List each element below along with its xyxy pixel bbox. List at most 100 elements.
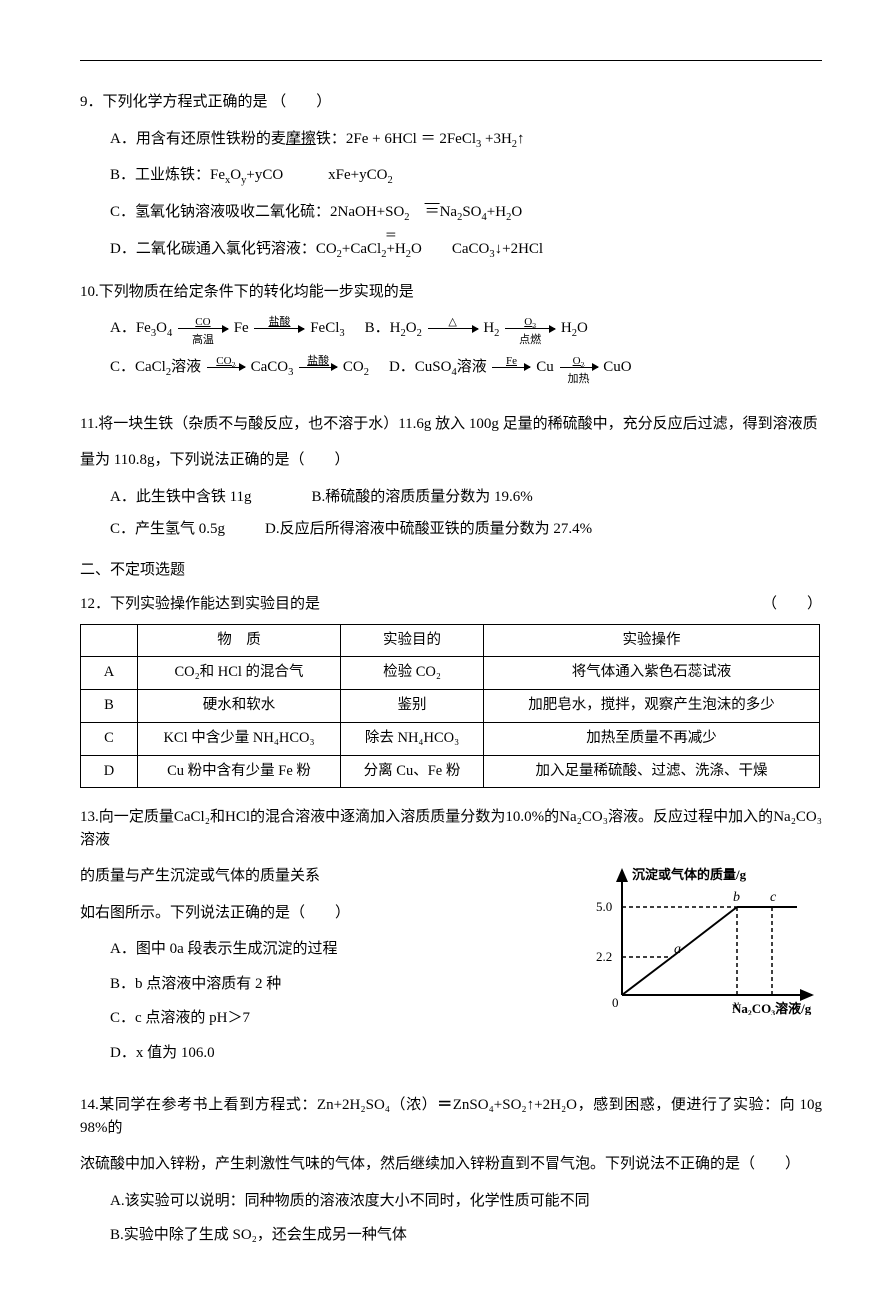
question-12: 12．下列实验操作能达到实验目的是 （ ） 物 质 实验目的 实验操作 ACO₂… bbox=[80, 593, 822, 788]
q9-a-tail: +3H bbox=[481, 131, 512, 147]
q10-b-fire: 点燃 bbox=[505, 332, 555, 349]
q10-b-5: O bbox=[577, 320, 588, 336]
q9-option-a: A．用含有还原性铁粉的麦摩擦铁：2Fe + 6HCl ＝ 2FeCl3 +3H2… bbox=[110, 128, 822, 153]
q10-b-o2: O2 bbox=[505, 314, 555, 332]
q9-a-underline: 摩擦 bbox=[286, 131, 316, 147]
c-c2: 除去 NH₄HCO₃ bbox=[341, 722, 484, 755]
xlabel: Na₂CO₃溶液/g bbox=[732, 1001, 812, 1015]
q12-table: 物 质 实验目的 实验操作 ACO₂和 HCl 的混合气检验 CO₂将气体通入紫… bbox=[80, 624, 820, 789]
exam-page: 9．下列化学方程式正确的是 （ ） A．用含有还原性铁粉的麦摩擦铁：2Fe + … bbox=[0, 0, 892, 1305]
q9-c-tail4: O bbox=[511, 204, 522, 220]
q13-line2: 的质量与产生沉淀或气体的质量关系 bbox=[80, 865, 564, 888]
arrow-icon: △ bbox=[428, 328, 478, 329]
pt-b: b bbox=[733, 890, 740, 905]
question-9: 9．下列化学方程式正确的是 （ ） A．用含有还原性铁粉的麦摩擦铁：2Fe + … bbox=[80, 91, 822, 263]
q9-d-eqover: ＝ bbox=[385, 228, 397, 242]
arrow-icon: CO2 bbox=[207, 367, 245, 368]
q9-b-tail: CO xFe+yCO bbox=[262, 167, 387, 183]
pt-a: a bbox=[674, 942, 681, 957]
q12-title: 12．下列实验操作能达到实验目的是 bbox=[80, 593, 320, 616]
c-a2: 检验 CO₂ bbox=[341, 657, 484, 690]
table-row: DCu 粉中含有少量 Fe 粉分离 Cu、Fe 粉加入足量稀硫酸、过滤、洗涤、干… bbox=[81, 755, 820, 788]
q11-option-c: C．产生氢气 0.5g bbox=[110, 518, 225, 541]
q10-b-2: O bbox=[406, 320, 417, 336]
table-row: CKCl 中含少量 NH₄HCO₃除去 NH₄HCO₃加热至质量不再减少 bbox=[81, 722, 820, 755]
q10-d-4: CuO bbox=[603, 359, 631, 375]
col-operation: 实验操作 bbox=[484, 624, 820, 657]
q9-option-d: D．二氧化碳通入氯化钙溶液：CO2+CaCl2+H2O CaCO3↓+2HCl … bbox=[110, 238, 822, 263]
c-b1: 硬水和软水 bbox=[138, 690, 341, 723]
q14-option-b: B.实验中除了生成 SO₂，还会生成另一种气体 bbox=[110, 1224, 822, 1247]
table-row: ACO₂和 HCl 的混合气检验 CO₂将气体通入紫色石蕊试液 bbox=[81, 657, 820, 690]
q10-c-acid: 盐酸 bbox=[299, 353, 337, 370]
q9-c-tail1: Na bbox=[440, 204, 458, 220]
q12-paren: （ ） bbox=[762, 593, 822, 616]
chart-svg: 沉淀或气体的质量/g 5.0 2.2 0 a b c x Na₂CO₃溶液/g bbox=[582, 865, 822, 1015]
question-10: 10.下列物质在给定条件下的转化均能一步实现的是 A．Fe3O4 CO高温 Fe… bbox=[80, 281, 822, 395]
q13-option-a: A．图中 0a 段表示生成沉淀的过程 bbox=[110, 938, 564, 961]
q14-l1eq: ＝ bbox=[437, 1097, 453, 1113]
y-2-2: 2.2 bbox=[596, 949, 612, 964]
q13-option-b: B．b 点溶液中溶质有 2 种 bbox=[110, 973, 564, 996]
question-13: 13.向一定质量CaCl₂和HCl的混合溶液中逐滴加入溶质质量分数为10.0%的… bbox=[80, 806, 822, 1076]
q10-c-co2: CO2 bbox=[207, 353, 245, 371]
q10-a-acid: 盐酸 bbox=[254, 314, 304, 331]
q9-a-arrow: ↑ bbox=[517, 131, 525, 147]
ylabel: 沉淀或气体的质量/g bbox=[632, 867, 747, 882]
q13-chart: 沉淀或气体的质量/g 5.0 2.2 0 a b c x Na₂CO₃溶液/g bbox=[582, 865, 822, 1015]
q10-c-4: CO bbox=[343, 359, 364, 375]
arrow-icon: O2加热 bbox=[560, 367, 598, 368]
c-d1: Cu 粉中含有少量 Fe 粉 bbox=[138, 755, 341, 788]
section-2-title: 二、不定项选题 bbox=[80, 559, 822, 582]
q14-option-a: A.该实验可以说明：同种物质的溶液浓度大小不同时，化学性质可能不同 bbox=[110, 1190, 822, 1213]
q9-a-post: 铁：2Fe + 6HCl ＝ 2FeCl bbox=[316, 131, 476, 147]
q13-option-c: C．c 点溶液的 pH＞7 bbox=[110, 1007, 564, 1030]
q9-d-tail: ↓+2HCl bbox=[495, 241, 543, 257]
q9-d-pre: D．二氧化碳通入氯化钙溶液：CO bbox=[110, 241, 337, 257]
question-14: 14.某同学在参考书上看到方程式：Zn+2H₂SO₄（浓）＝ZnSO₄+SO₂↑… bbox=[80, 1094, 822, 1247]
c-d2: 分离 Cu、Fe 粉 bbox=[341, 755, 484, 788]
c-a1: CO₂和 HCl 的混合气 bbox=[138, 657, 341, 690]
arrow-icon: O2点燃 bbox=[505, 328, 555, 329]
q10-d-1: D．CuSO bbox=[389, 359, 452, 375]
q10-b-tri: △ bbox=[428, 314, 478, 331]
q9-c-tail3: +H bbox=[487, 204, 506, 220]
table-row: B硬水和软水鉴别加肥皂水，搅拌，观察产生泡沫的多少 bbox=[81, 690, 820, 723]
col-purpose: 实验目的 bbox=[341, 624, 484, 657]
y-5: 5.0 bbox=[596, 899, 612, 914]
q11-line1: 11.将一块生铁（杂质不与酸反应，也不溶于水）11.6g 放入 100g 足量的… bbox=[80, 413, 822, 436]
q13-line1: 13.向一定质量CaCl₂和HCl的混合溶液中逐滴加入溶质质量分数为10.0%的… bbox=[80, 806, 822, 851]
q10-c-1: C．CaCl bbox=[110, 359, 166, 375]
q14-line2: 浓硫酸中加入锌粉，产生刺激性气味的气体，然后继续加入锌粉直到不冒气泡。下列说法不… bbox=[80, 1153, 822, 1176]
q13-line3: 如右图所示。下列说法正确的是（ ） bbox=[80, 902, 564, 925]
arrow-icon: CO高温 bbox=[178, 328, 228, 329]
q10-option-d: D．CuSO4溶液 Fe Cu O2加热 CuO bbox=[389, 356, 632, 381]
q10-a-4: FeCl bbox=[310, 320, 339, 336]
c-a3: 将气体通入紫色石蕊试液 bbox=[484, 657, 820, 690]
c-b3: 加肥皂水，搅拌，观察产生泡沫的多少 bbox=[484, 690, 820, 723]
q14-line1: 14.某同学在参考书上看到方程式：Zn+2H₂SO₄（浓）＝ZnSO₄+SO₂↑… bbox=[80, 1094, 822, 1139]
q10-d-heat: 加热 bbox=[560, 371, 598, 388]
pt-c: c bbox=[770, 890, 777, 905]
top-rule bbox=[80, 60, 822, 61]
q10-b-1: B．H bbox=[365, 320, 401, 336]
q10-a-1: A．Fe bbox=[110, 320, 151, 336]
q9-d-mid2: +H bbox=[386, 241, 405, 257]
c-c3: 加热至质量不再减少 bbox=[484, 722, 820, 755]
q10-d-3: Cu bbox=[536, 359, 554, 375]
col-substance: 物 质 bbox=[138, 624, 341, 657]
q10-option-b: B．H2O2 △ H2 O2点燃 H2O bbox=[365, 317, 588, 342]
q9-option-b: B．工业炼铁：FexOy+yCO xFe+yCO2 bbox=[110, 164, 822, 189]
q10-a-3: Fe bbox=[234, 320, 249, 336]
q11-option-d: D.反应后所得溶液中硫酸亚铁的质量分数为 27.4% bbox=[265, 518, 592, 541]
q14-l1a: 14.某同学在参考书上看到方程式：Zn+2H₂SO₄（浓） bbox=[80, 1097, 437, 1113]
q9-b-pre: B．工业炼铁：Fe bbox=[110, 167, 225, 183]
q10-option-a: A．Fe3O4 CO高温 Fe 盐酸 FeCl3 bbox=[110, 317, 345, 342]
q10-a-2: O bbox=[156, 320, 167, 336]
q10-b-4: H bbox=[561, 320, 572, 336]
q9-a-pre: A．用含有还原性铁粉的麦 bbox=[110, 131, 286, 147]
q9-d-mid3: O CaCO bbox=[411, 241, 489, 257]
q10-a-hi: 高温 bbox=[178, 332, 228, 349]
q9-option-c: C．氢氧化钠溶液吸收二氧化硫：2NaOH+SO2 ＝Na2SO4+H2O bbox=[110, 201, 822, 226]
q9-d-mid1: +CaCl bbox=[342, 241, 381, 257]
